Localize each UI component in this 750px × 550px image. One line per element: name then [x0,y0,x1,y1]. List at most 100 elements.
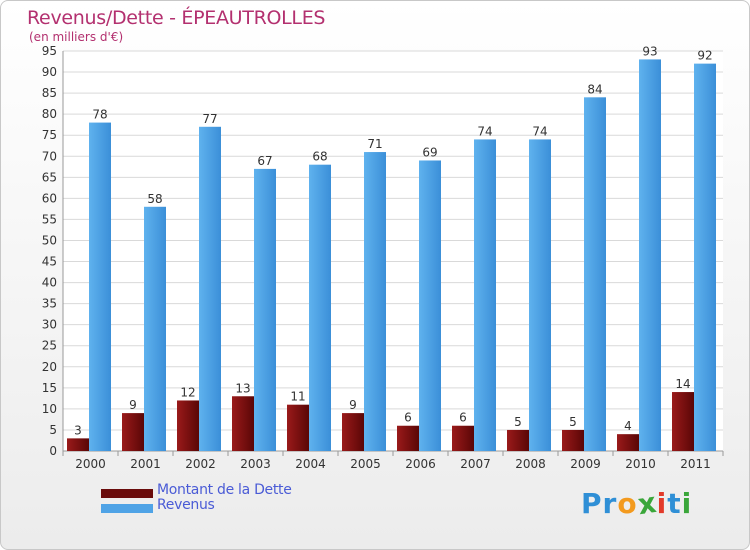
logo-letter: P [581,487,603,520]
data-label-revenus: 58 [147,192,162,206]
x-tick-label: 2006 [405,457,436,471]
bar-revenus [89,122,111,451]
x-tick-label: 2003 [240,457,271,471]
y-tick-label: 50 [42,233,57,247]
bar-revenus [309,164,331,451]
bar-revenus [144,206,166,451]
axis-layer: 0510152025303540455055606570758085909520… [42,44,724,471]
y-tick-label: 5 [49,423,57,437]
y-tick-label: 55 [42,212,57,226]
data-label-dette: 11 [290,390,305,404]
data-label-dette: 5 [514,415,522,429]
data-label-revenus: 78 [92,108,107,122]
x-tick-label: 2004 [295,457,326,471]
bar-dette [672,392,694,451]
bar-revenus [584,97,606,451]
legend-swatch-revenus [101,504,153,513]
bar-revenus [199,126,221,451]
y-tick-label: 80 [42,107,57,121]
logo-letter: i [656,487,668,520]
data-label-revenus: 93 [642,44,657,58]
x-tick-label: 2002 [185,457,216,471]
proxiti-logo: Proxiti [581,485,693,522]
x-tick-label: 2011 [680,457,711,471]
logo-letter: r [602,487,618,520]
data-label-dette: 3 [74,423,82,437]
logo-letter: o [617,487,638,520]
bar-dette [67,438,89,451]
grid-layer [63,50,723,452]
data-label-revenus: 69 [422,145,437,159]
data-label-revenus: 74 [532,124,547,138]
data-label-dette: 12 [180,385,195,399]
y-tick-label: 25 [42,339,57,353]
bar-revenus [254,168,276,452]
y-tick-label: 0 [49,444,57,458]
bar-dette [232,396,254,451]
y-tick-label: 60 [42,191,57,205]
x-tick-label: 2007 [460,457,491,471]
x-tick-label: 2009 [570,457,601,471]
data-label-revenus: 67 [257,154,272,168]
bar-dette [342,413,364,451]
data-label-revenus: 74 [477,124,492,138]
bar-revenus [694,63,716,451]
y-tick-label: 10 [42,402,57,416]
data-label-dette: 9 [349,398,357,412]
y-tick-label: 70 [42,149,57,163]
legend-swatch-debt [101,489,153,498]
data-label-revenus: 84 [587,82,602,96]
chart-title: Revenus/Dette - ÉPEAUTROLLES [27,7,326,29]
logo-letter: t [667,487,682,520]
plot-area [63,51,723,451]
data-label-revenus: 68 [312,150,327,164]
y-tick-label: 40 [42,276,57,290]
data-label-dette: 6 [404,411,412,425]
data-label-revenus: 92 [697,49,712,63]
y-tick-label: 30 [42,318,57,332]
bar-revenus [529,139,551,451]
labels-layer: 3 78 9 58 12 77 13 67 11 68 9 71 6 69 6 74 5 74 5 84 4 93 14 92 [74,44,712,437]
x-tick-label: 2001 [130,457,161,471]
y-tick-label: 75 [42,128,57,142]
data-label-revenus: 71 [367,137,382,151]
y-tick-label: 20 [42,360,57,374]
y-tick-label: 85 [42,86,57,100]
logo-letter: x [635,485,659,522]
x-tick-label: 2010 [625,457,656,471]
chart-subtitle: (en milliers d'€) [29,30,124,44]
y-tick-label: 15 [42,381,57,395]
x-tick-label: 2008 [515,457,546,471]
bar-revenus [364,152,386,452]
y-tick-label: 65 [42,170,57,184]
bar-dette [562,429,584,451]
bar-dette [287,404,309,451]
bar-revenus [474,139,496,451]
bar-dette [452,425,474,451]
bar-revenus [639,59,661,451]
bar-dette [122,413,144,451]
data-label-dette: 5 [569,415,577,429]
bars-layer [67,59,716,452]
y-tick-label: 90 [42,65,57,79]
bar-dette [617,434,639,451]
x-tick-label: 2000 [75,457,106,471]
data-label-revenus: 77 [202,112,217,126]
data-label-dette: 13 [235,381,250,395]
logo-letter: i [681,487,693,520]
bar-dette [507,429,529,451]
legend-label-revenus: Revenus [157,497,215,513]
y-tick-label: 35 [42,297,57,311]
x-tick-label: 2005 [350,457,381,471]
bar-dette [177,400,199,451]
legend-label-debt: Montant de la Dette [157,482,292,498]
y-tick-label: 95 [42,44,57,58]
y-tick-label: 45 [42,255,57,269]
bar-revenus [419,160,441,451]
data-label-dette: 6 [459,411,467,425]
data-label-dette: 14 [675,377,690,391]
bar-dette [397,425,419,451]
data-label-dette: 4 [624,419,632,433]
